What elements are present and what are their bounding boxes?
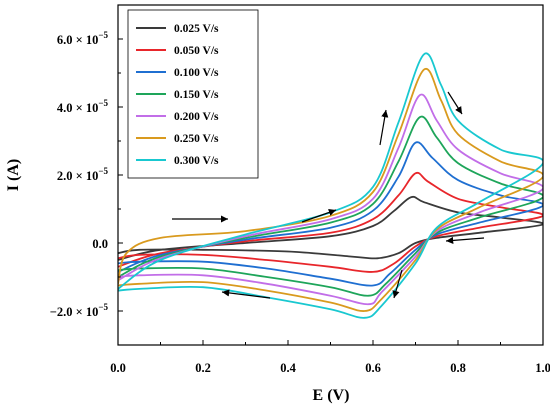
y-tick-label: 4.0 × 10−5: [57, 98, 109, 115]
legend-label: 0.300 V/s: [174, 155, 219, 167]
series-line: [118, 93, 543, 306]
y-tick-label: 6.0 × 10−5: [57, 30, 109, 47]
arrow-annotation: [445, 236, 485, 245]
y-axis-title: I (A): [5, 159, 22, 191]
arrow-annotation: [301, 209, 337, 223]
y-tick-label: 0.0: [92, 237, 108, 251]
ticks-layer: 0.0 0.2 0.4 0.6 0.8 1.0 6.0 × 10−5 4.0 × 10−5 2.…: [50, 30, 550, 375]
series-line: [118, 115, 543, 297]
x-tick-label: 0.2: [195, 361, 211, 375]
x-tick-label: 0.6: [365, 361, 381, 375]
legend-label: 0.025 V/s: [174, 23, 219, 35]
x-tick-label: 0.0: [110, 361, 126, 375]
y-tick-label: 2.0 × 10−5: [57, 166, 109, 183]
legend: 0.025 V/s 0.050 V/s 0.100 V/s 0.150 V/s 0.20…: [127, 9, 259, 179]
legend-label: 0.200 V/s: [174, 111, 219, 123]
arrow-annotation: [447, 91, 463, 115]
series-line: [118, 171, 543, 273]
arrow-annotation: [379, 109, 389, 146]
x-tick-label: 0.8: [450, 361, 466, 375]
x-tick-label: 1.0: [535, 361, 550, 375]
series-line: [118, 141, 543, 287]
arrow-annotation: [221, 289, 271, 299]
y-tick-label: −2.0 × 10−5: [50, 302, 109, 319]
x-tick-label: 0.4: [280, 361, 296, 375]
direction-arrows: [172, 91, 485, 299]
legend-label: 0.100 V/s: [174, 67, 219, 79]
legend-label: 0.050 V/s: [174, 45, 219, 57]
legend-label: 0.150 V/s: [174, 89, 219, 101]
series-line: [118, 195, 543, 261]
x-axis-title: E (V): [313, 387, 350, 404]
legend-label: 0.250 V/s: [174, 133, 219, 145]
arrow-annotation: [392, 269, 403, 299]
